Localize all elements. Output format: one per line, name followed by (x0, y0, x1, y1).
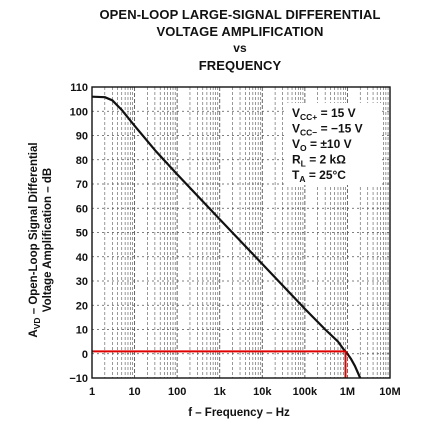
x-tick-label: 1 (89, 386, 95, 398)
y-tick-labels: −10 0 10 20 30 40 50 60 70 80 90 100 110 (69, 82, 88, 385)
condition-line: VCC− = −15 V (292, 122, 363, 138)
y-tick-label: −10 (69, 373, 88, 385)
y-axis-label-text: – Open-Loop Signal Differential (28, 142, 40, 317)
gain-curve (91, 95, 362, 379)
chart-title-line-3: vs (233, 41, 247, 55)
y-tick-label: 60 (76, 203, 88, 215)
y-tick-label: 90 (76, 131, 88, 143)
y-tick-label: 0 (82, 349, 88, 361)
conditions-background (286, 103, 382, 185)
condition-line: RL = 2 kΩ (292, 153, 346, 169)
y-tick-label: 50 (76, 228, 88, 240)
y-tick-label: 30 (76, 276, 88, 288)
y-tick-label: 10 (76, 325, 88, 337)
x-tick-label: 1k (214, 386, 227, 398)
chart-title-line-4: FREQUENCY (198, 58, 282, 73)
condition-line: TA = 25°C (292, 168, 346, 184)
x-tick-label: 100 (168, 386, 186, 398)
y-tick-label: 20 (76, 300, 88, 312)
condition-line: VO = ±10 V (292, 137, 352, 153)
x-tick-label: 10k (253, 386, 272, 398)
x-tick-label: 1M (340, 386, 355, 398)
plot-frame (91, 86, 391, 379)
series-layer (91, 95, 362, 379)
y-axis-label: AVD – Open-Loop Signal Differential Volt… (28, 142, 54, 337)
x-axis-label: f – Frequency – Hz (188, 407, 290, 419)
x-tick-label: 100k (293, 386, 318, 398)
chart-title-line-1: OPEN-LOOP LARGE-SIGNAL DIFFERENTIAL (99, 7, 381, 22)
chart-title-line-2: VOLTAGE AMPLIFICATION (156, 24, 324, 39)
y-tick-label: 70 (76, 179, 88, 191)
y-tick-label: 110 (70, 82, 88, 94)
svg-text:AVD – Open-Loop Signal Differe: AVD – Open-Loop Signal Differential (28, 142, 42, 337)
y-tick-label: 100 (70, 106, 88, 118)
y-axis-label-symbol: A (28, 329, 40, 337)
y-axis-label-line-2: Voltage Amplification – dB (42, 168, 54, 312)
chart-title: OPEN-LOOP LARGE-SIGNAL DIFFERENTIAL VOLT… (60, 6, 420, 74)
y-axis-label-subscript: VD (32, 317, 42, 329)
y-tick-label: 80 (76, 155, 88, 167)
x-tick-labels: 1 10 100 1k 10k 100k 1M 10M (89, 386, 401, 398)
x-tick-label: 10M (379, 386, 400, 398)
x-tick-label: 10 (128, 386, 140, 398)
condition-line: VCC+ = 15 V (292, 106, 356, 122)
y-tick-label: 40 (76, 252, 88, 264)
